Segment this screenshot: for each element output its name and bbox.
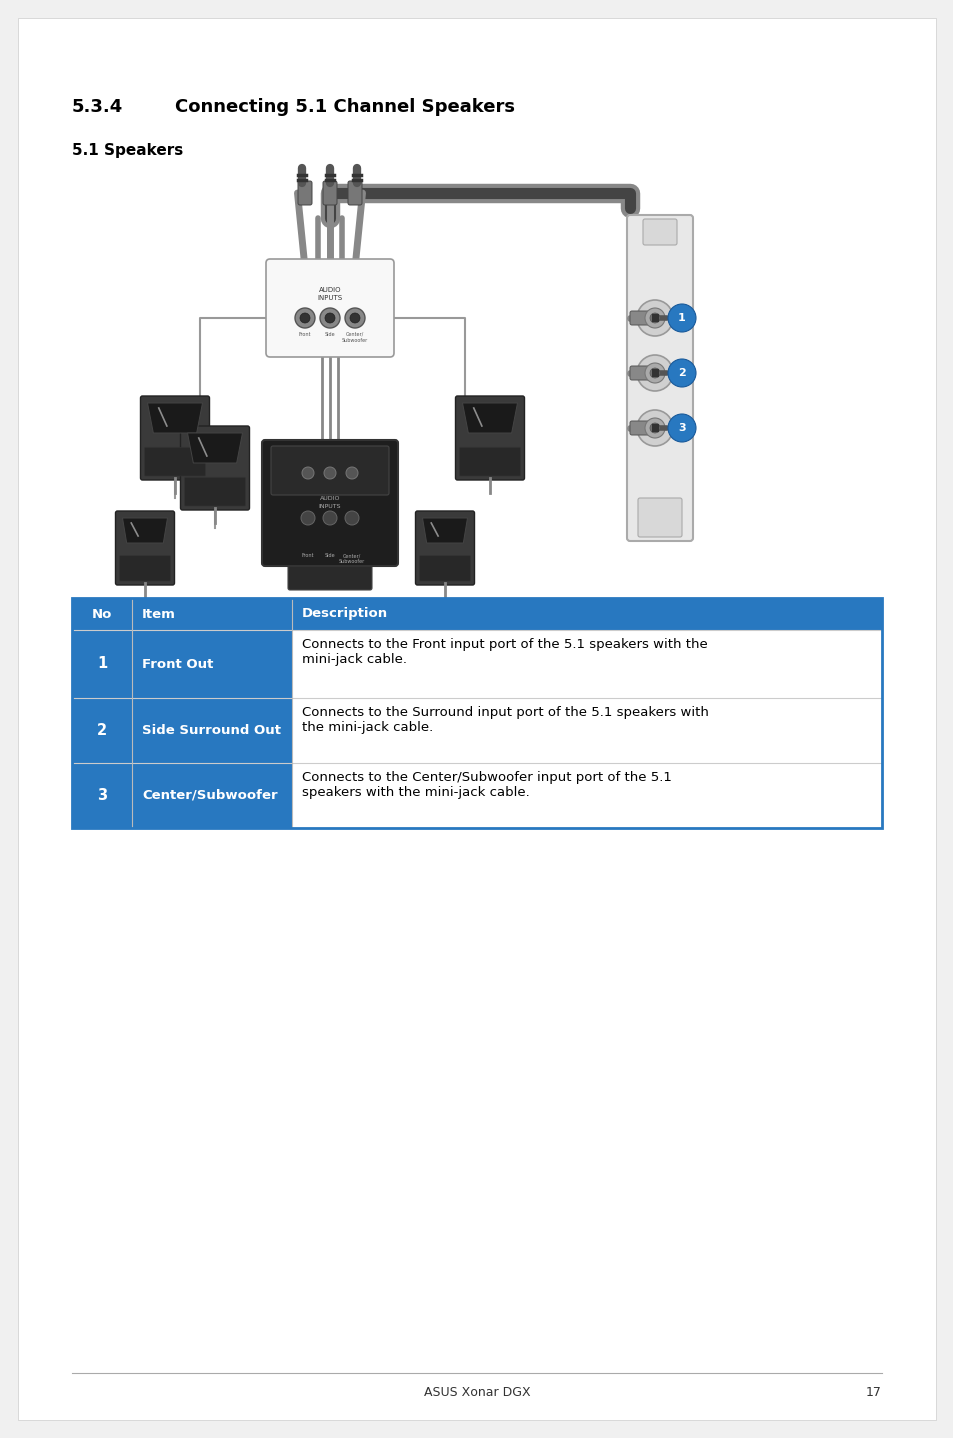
FancyBboxPatch shape — [144, 447, 205, 476]
Circle shape — [644, 418, 664, 439]
Circle shape — [649, 423, 659, 433]
FancyBboxPatch shape — [323, 181, 336, 206]
Circle shape — [346, 467, 357, 479]
Text: Connects to the Surround input port of the 5.1 speakers with
the mini-jack cable: Connects to the Surround input port of t… — [302, 706, 708, 733]
Circle shape — [667, 414, 696, 441]
Circle shape — [637, 410, 672, 446]
Polygon shape — [122, 518, 168, 544]
Text: 2: 2 — [97, 723, 107, 738]
Text: Connecting 5.1 Channel Speakers: Connecting 5.1 Channel Speakers — [174, 98, 515, 116]
Text: 17: 17 — [865, 1386, 882, 1399]
Bar — [71, 630, 132, 697]
Circle shape — [649, 313, 659, 324]
FancyBboxPatch shape — [629, 421, 655, 436]
Circle shape — [637, 301, 672, 336]
Circle shape — [325, 313, 335, 324]
Circle shape — [649, 368, 659, 378]
Text: No: No — [91, 607, 112, 621]
Text: Description: Description — [302, 607, 388, 621]
Text: INPUTS: INPUTS — [317, 295, 342, 301]
Text: 3: 3 — [97, 788, 107, 802]
Bar — [71, 697, 132, 764]
FancyBboxPatch shape — [626, 216, 692, 541]
FancyBboxPatch shape — [642, 219, 677, 244]
Bar — [292, 764, 882, 828]
Polygon shape — [188, 433, 242, 463]
Circle shape — [644, 308, 664, 328]
Text: Side: Side — [324, 554, 335, 558]
Text: Center/Subwoofer: Center/Subwoofer — [142, 789, 277, 802]
Text: 2: 2 — [678, 368, 685, 378]
Circle shape — [323, 510, 336, 525]
Text: Front: Front — [298, 332, 311, 336]
FancyBboxPatch shape — [140, 395, 210, 480]
FancyBboxPatch shape — [459, 447, 520, 476]
Bar — [71, 598, 882, 828]
FancyBboxPatch shape — [288, 564, 372, 590]
Bar — [292, 630, 882, 697]
FancyBboxPatch shape — [348, 181, 361, 206]
FancyBboxPatch shape — [266, 259, 394, 357]
Circle shape — [345, 510, 358, 525]
Text: ASUS Xonar DGX: ASUS Xonar DGX — [423, 1386, 530, 1399]
Bar — [132, 764, 292, 828]
Text: 5.1 Speakers: 5.1 Speakers — [71, 142, 183, 158]
FancyBboxPatch shape — [180, 426, 250, 510]
Text: Item: Item — [142, 607, 175, 621]
Bar — [71, 764, 132, 828]
FancyBboxPatch shape — [18, 19, 935, 1419]
FancyBboxPatch shape — [629, 367, 655, 380]
Text: Side: Side — [324, 332, 335, 336]
Circle shape — [667, 303, 696, 332]
Bar — [71, 598, 882, 630]
Bar — [292, 697, 882, 764]
Text: Connects to the Center/Subwoofer input port of the 5.1
speakers with the mini-ja: Connects to the Center/Subwoofer input p… — [302, 771, 671, 800]
Text: Connects to the Front input port of the 5.1 speakers with the
mini-jack cable.: Connects to the Front input port of the … — [302, 638, 707, 666]
Text: Front: Front — [301, 554, 314, 558]
FancyBboxPatch shape — [115, 510, 174, 585]
Polygon shape — [148, 403, 202, 433]
Circle shape — [637, 355, 672, 391]
Polygon shape — [462, 403, 517, 433]
Text: Center/
Subwoofer: Center/ Subwoofer — [341, 332, 368, 342]
Circle shape — [294, 308, 314, 328]
FancyBboxPatch shape — [262, 440, 397, 567]
FancyBboxPatch shape — [419, 555, 470, 581]
Circle shape — [302, 467, 314, 479]
FancyBboxPatch shape — [271, 446, 389, 495]
Circle shape — [667, 360, 696, 387]
Text: 3: 3 — [678, 423, 685, 433]
Circle shape — [299, 313, 310, 324]
Circle shape — [345, 308, 365, 328]
Bar — [132, 630, 292, 697]
FancyBboxPatch shape — [455, 395, 524, 480]
Text: INPUTS: INPUTS — [318, 503, 341, 509]
Text: AUDIO: AUDIO — [318, 288, 341, 293]
Polygon shape — [422, 518, 467, 544]
Text: Side Surround Out: Side Surround Out — [142, 723, 281, 738]
Circle shape — [324, 467, 335, 479]
Bar — [132, 697, 292, 764]
Text: Front Out: Front Out — [142, 657, 213, 670]
FancyBboxPatch shape — [184, 477, 245, 506]
FancyBboxPatch shape — [629, 311, 655, 325]
Text: Center/
Subwoofer: Center/ Subwoofer — [338, 554, 365, 564]
Circle shape — [301, 510, 314, 525]
Circle shape — [319, 308, 339, 328]
Text: AUDIO: AUDIO — [319, 496, 340, 500]
Text: 1: 1 — [678, 313, 685, 324]
Text: 5.3.4: 5.3.4 — [71, 98, 123, 116]
FancyBboxPatch shape — [638, 498, 681, 536]
FancyBboxPatch shape — [119, 555, 171, 581]
FancyBboxPatch shape — [416, 510, 474, 585]
Text: 1: 1 — [97, 657, 107, 672]
FancyBboxPatch shape — [297, 181, 312, 206]
Circle shape — [644, 362, 664, 383]
Circle shape — [350, 313, 359, 324]
